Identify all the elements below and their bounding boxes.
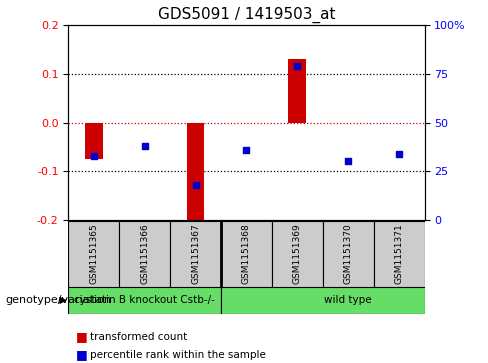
- Text: percentile rank within the sample: percentile rank within the sample: [90, 350, 266, 360]
- Text: cystatin B knockout Cstb-/-: cystatin B knockout Cstb-/-: [74, 295, 215, 305]
- Bar: [85, 122, 102, 159]
- Bar: [186, 122, 204, 220]
- Bar: [119, 221, 170, 287]
- Text: transformed count: transformed count: [90, 332, 187, 342]
- Point: [345, 158, 352, 164]
- Point: [90, 152, 98, 158]
- Bar: [68, 221, 119, 287]
- Bar: [221, 287, 425, 314]
- Text: wild type: wild type: [325, 295, 372, 305]
- Text: GSM1151367: GSM1151367: [191, 224, 200, 285]
- Text: ■: ■: [76, 330, 87, 343]
- Text: GSM1151368: GSM1151368: [242, 224, 251, 285]
- Bar: [68, 287, 221, 314]
- Point: [192, 182, 200, 188]
- Text: GSM1151370: GSM1151370: [344, 224, 353, 285]
- Bar: [221, 221, 272, 287]
- Bar: [272, 221, 323, 287]
- Point: [243, 147, 250, 152]
- Text: GSM1151366: GSM1151366: [140, 224, 149, 285]
- Text: GSM1151369: GSM1151369: [293, 224, 302, 285]
- Bar: [170, 221, 221, 287]
- Text: GSM1151371: GSM1151371: [395, 224, 404, 285]
- Point: [395, 151, 403, 156]
- Point: [141, 143, 148, 149]
- Text: genotype/variation: genotype/variation: [5, 295, 111, 305]
- Bar: [323, 221, 374, 287]
- Bar: [374, 221, 425, 287]
- Title: GDS5091 / 1419503_at: GDS5091 / 1419503_at: [158, 7, 335, 23]
- Text: ■: ■: [76, 348, 87, 362]
- Bar: [288, 60, 306, 122]
- Text: GSM1151365: GSM1151365: [89, 224, 98, 285]
- Point: [293, 63, 301, 69]
